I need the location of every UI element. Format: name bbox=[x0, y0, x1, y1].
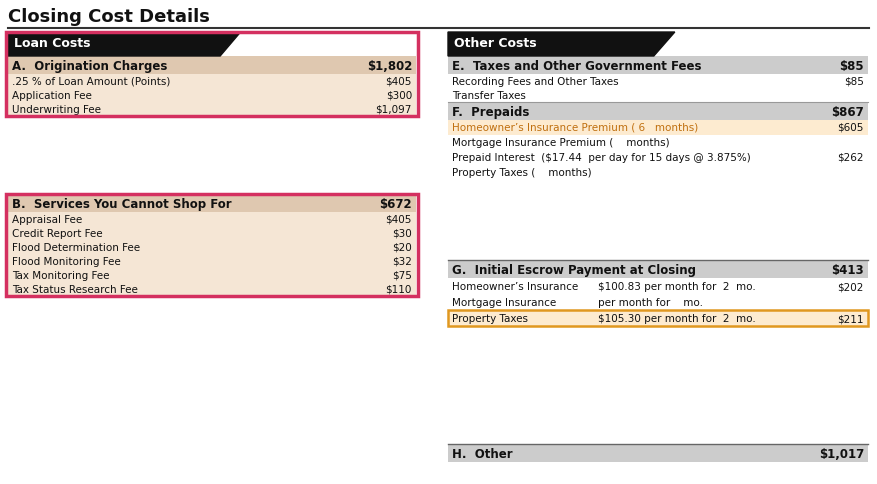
Text: $413: $413 bbox=[831, 264, 864, 277]
Bar bbox=[220, 32, 416, 56]
Text: $867: $867 bbox=[831, 106, 864, 119]
Text: Homeowner’s Insurance Premium ( 6   months): Homeowner’s Insurance Premium ( 6 months… bbox=[452, 123, 698, 133]
Text: $672: $672 bbox=[380, 198, 412, 211]
Text: $110: $110 bbox=[386, 285, 412, 295]
Bar bbox=[448, 278, 868, 294]
Text: $100.83 per month for  2  mo.: $100.83 per month for 2 mo. bbox=[598, 282, 756, 292]
Text: Flood Determination Fee: Flood Determination Fee bbox=[12, 243, 140, 253]
Text: Mortgage Insurance Premium (    months): Mortgage Insurance Premium ( months) bbox=[452, 138, 670, 148]
Text: B.  Services You Cannot Shop For: B. Services You Cannot Shop For bbox=[12, 198, 232, 211]
Bar bbox=[448, 120, 868, 135]
Text: Property Taxes: Property Taxes bbox=[452, 314, 528, 324]
Text: Homeowner’s Insurance: Homeowner’s Insurance bbox=[452, 282, 578, 292]
Bar bbox=[8, 56, 416, 74]
Bar bbox=[8, 212, 416, 226]
Bar bbox=[448, 74, 868, 88]
Text: Other Costs: Other Costs bbox=[454, 37, 537, 50]
Text: Flood Monitoring Fee: Flood Monitoring Fee bbox=[12, 257, 121, 267]
Text: Transfer Taxes: Transfer Taxes bbox=[452, 91, 526, 101]
Polygon shape bbox=[8, 32, 240, 56]
Text: $605: $605 bbox=[838, 123, 864, 133]
Text: $262: $262 bbox=[838, 153, 864, 163]
Text: .25 % of Loan Amount (Points): .25 % of Loan Amount (Points) bbox=[12, 77, 170, 87]
Bar bbox=[448, 310, 868, 326]
Text: $85: $85 bbox=[845, 77, 864, 87]
Text: Tax Monitoring Fee: Tax Monitoring Fee bbox=[12, 271, 110, 281]
Text: $20: $20 bbox=[392, 243, 412, 253]
Bar bbox=[6, 32, 418, 116]
Bar bbox=[448, 135, 868, 150]
Bar bbox=[8, 102, 416, 116]
Text: $105.30 per month for  2  mo.: $105.30 per month for 2 mo. bbox=[598, 314, 756, 324]
Bar bbox=[448, 260, 868, 278]
Text: Prepaid Interest  ($17.44  per day for 15 days @ 3.875%): Prepaid Interest ($17.44 per day for 15 … bbox=[452, 153, 751, 163]
Bar bbox=[448, 56, 868, 74]
Bar bbox=[8, 282, 416, 296]
Bar bbox=[448, 165, 868, 180]
Text: Loan Costs: Loan Costs bbox=[14, 37, 90, 50]
Text: $211: $211 bbox=[838, 314, 864, 324]
Text: E.  Taxes and Other Government Fees: E. Taxes and Other Government Fees bbox=[452, 60, 702, 73]
Bar bbox=[8, 88, 416, 102]
Text: Application Fee: Application Fee bbox=[12, 91, 92, 101]
Bar bbox=[448, 150, 868, 165]
Text: Closing Cost Details: Closing Cost Details bbox=[8, 8, 210, 26]
Bar bbox=[8, 74, 416, 88]
Text: $300: $300 bbox=[386, 91, 412, 101]
Bar bbox=[8, 226, 416, 240]
Bar bbox=[6, 194, 418, 296]
Bar bbox=[653, 32, 868, 56]
Bar bbox=[448, 310, 868, 326]
Text: $30: $30 bbox=[392, 229, 412, 239]
Text: $1,097: $1,097 bbox=[375, 105, 412, 115]
Bar bbox=[448, 88, 868, 102]
Bar bbox=[448, 102, 868, 120]
Text: Appraisal Fee: Appraisal Fee bbox=[12, 215, 82, 225]
Text: $85: $85 bbox=[839, 60, 864, 73]
Text: $1,802: $1,802 bbox=[367, 60, 412, 73]
Text: Underwriting Fee: Underwriting Fee bbox=[12, 105, 101, 115]
Text: $1,017: $1,017 bbox=[819, 448, 864, 461]
Bar bbox=[8, 194, 416, 212]
Bar bbox=[8, 240, 416, 254]
Text: H.  Other: H. Other bbox=[452, 448, 513, 461]
Text: F.  Prepaids: F. Prepaids bbox=[452, 106, 530, 119]
Text: Property Taxes (    months): Property Taxes ( months) bbox=[452, 168, 592, 178]
Text: $32: $32 bbox=[392, 257, 412, 267]
Polygon shape bbox=[448, 32, 674, 56]
Bar bbox=[8, 268, 416, 282]
Text: Mortgage Insurance: Mortgage Insurance bbox=[452, 298, 556, 308]
Text: Tax Status Research Fee: Tax Status Research Fee bbox=[12, 285, 138, 295]
Bar bbox=[448, 294, 868, 310]
Text: A.  Origination Charges: A. Origination Charges bbox=[12, 60, 168, 73]
Bar bbox=[448, 444, 868, 462]
Text: $405: $405 bbox=[386, 215, 412, 225]
Text: G.  Initial Escrow Payment at Closing: G. Initial Escrow Payment at Closing bbox=[452, 264, 696, 277]
Text: Credit Report Fee: Credit Report Fee bbox=[12, 229, 103, 239]
Text: $75: $75 bbox=[392, 271, 412, 281]
Text: $202: $202 bbox=[838, 282, 864, 292]
Text: $405: $405 bbox=[386, 77, 412, 87]
Text: Recording Fees and Other Taxes: Recording Fees and Other Taxes bbox=[452, 77, 618, 87]
Bar bbox=[8, 254, 416, 268]
Text: per month for    mo.: per month for mo. bbox=[598, 298, 703, 308]
